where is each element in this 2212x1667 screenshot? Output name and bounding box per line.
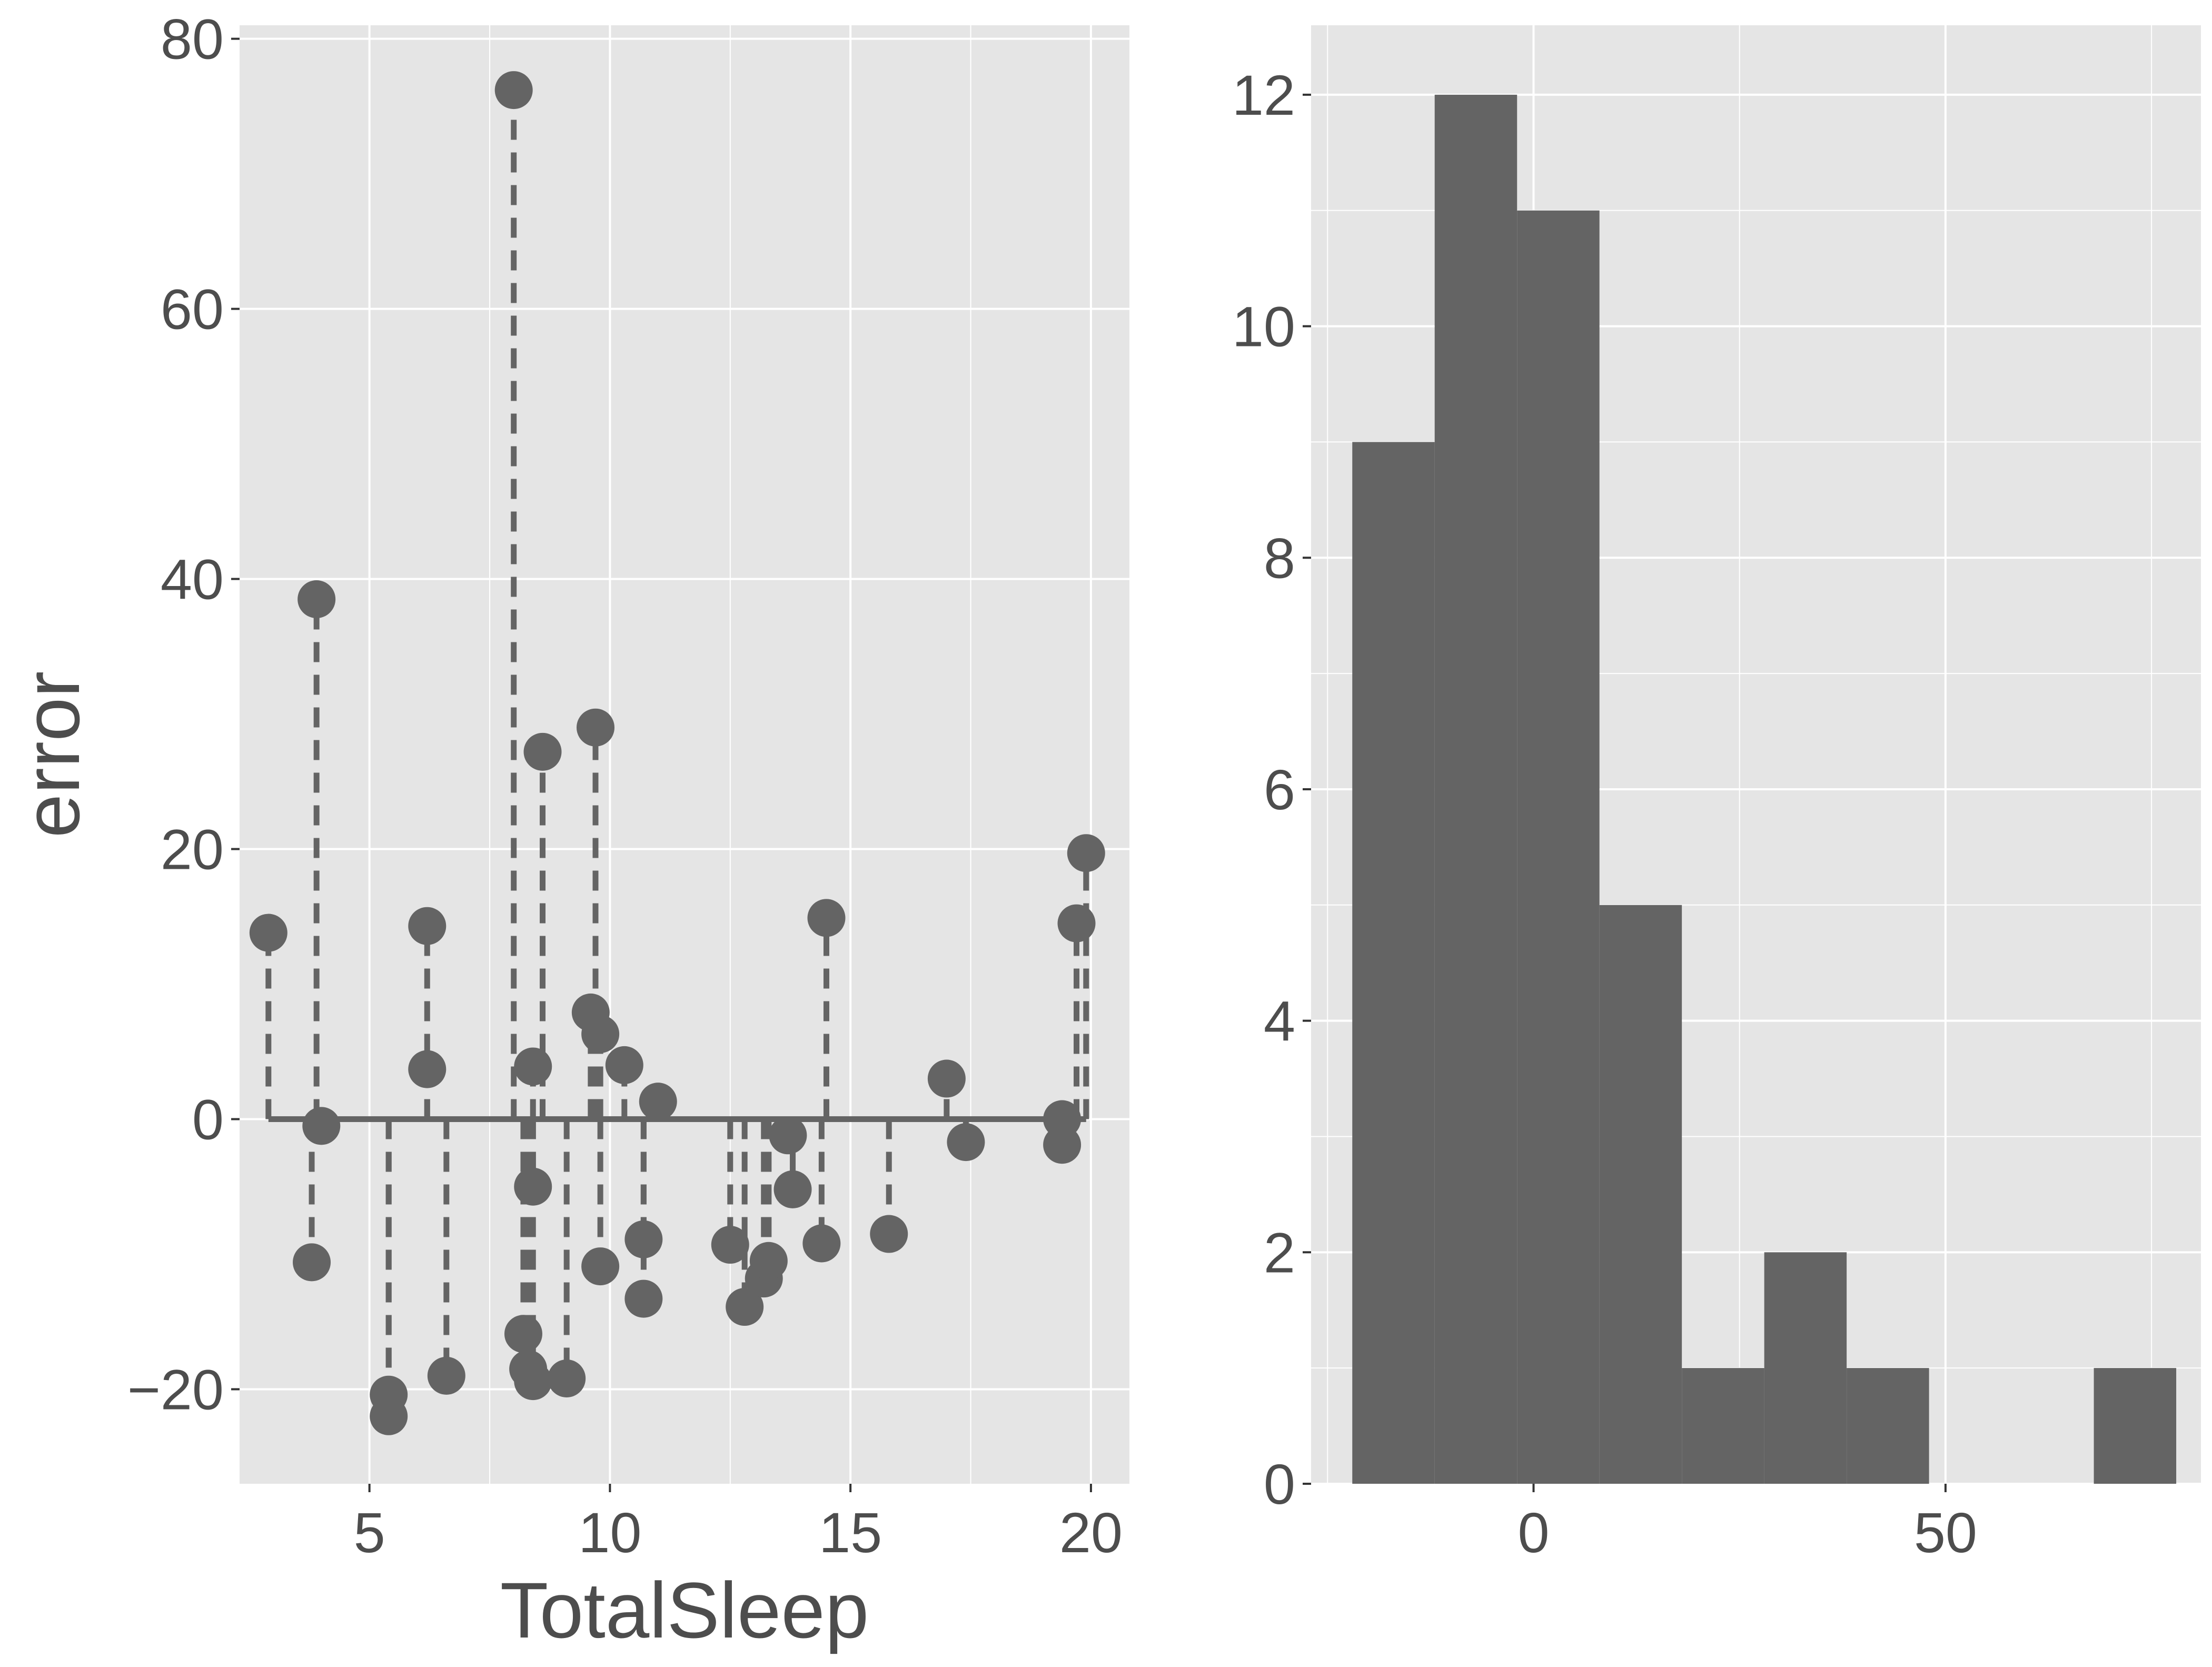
residual-point [726, 1288, 764, 1326]
residual-point [408, 907, 447, 945]
right-data-marks [1352, 94, 2177, 1484]
x-tick-label: 15 [819, 1501, 882, 1564]
residual-point [773, 1170, 812, 1208]
residual-point [548, 1359, 586, 1397]
y-tick-label: 0 [192, 1088, 224, 1152]
left-gridlines [240, 25, 1129, 1484]
right-axis-ticks: 0 50 0 2 4 6 8 10 12 [1232, 63, 1977, 1564]
residual-point [802, 1224, 841, 1263]
histogram-bar [2094, 1368, 2177, 1484]
histogram-bar [1352, 442, 1435, 1484]
residual-point [927, 1059, 966, 1098]
y-tick-label: −20 [127, 1357, 224, 1421]
histogram-bar [1847, 1368, 1929, 1484]
y-axis-title-left: error [7, 671, 96, 838]
residual-point [427, 1356, 465, 1395]
residual-point [523, 732, 562, 771]
residual-point [293, 1243, 331, 1282]
residual-point [624, 1220, 663, 1258]
y-tick-label: 60 [161, 277, 224, 341]
y-tick-label: 40 [161, 548, 224, 611]
histogram-bar [1517, 210, 1600, 1484]
residual-point [807, 899, 846, 937]
histogram-bar [1682, 1368, 1764, 1484]
histogram-bar [1434, 94, 1517, 1484]
residual-point [1057, 904, 1096, 942]
x-tick-label: 20 [1059, 1501, 1123, 1564]
histogram-bar [1599, 905, 1682, 1484]
y-tick-label: 6 [1264, 758, 1295, 821]
histogram-bar [1764, 1252, 1847, 1484]
residual-point [870, 1215, 908, 1253]
residual-point [408, 1050, 447, 1088]
residual-point [581, 1015, 620, 1053]
residual-point [581, 1247, 620, 1286]
residual-point [1043, 1126, 1082, 1164]
residual-point [302, 1107, 341, 1145]
x-tick-label: 0 [1517, 1501, 1549, 1564]
residual-point [769, 1116, 807, 1155]
residual-point [749, 1242, 788, 1280]
y-tick-label: 4 [1264, 989, 1295, 1053]
x-tick-label: 50 [1914, 1501, 1977, 1564]
residual-point [605, 1046, 643, 1084]
left-plot-panel [240, 25, 1129, 1484]
y-tick-label: 8 [1264, 526, 1295, 590]
residual-point [639, 1083, 677, 1121]
y-tick-label: 12 [1232, 63, 1295, 127]
residual-point [1067, 834, 1105, 872]
residual-point [249, 914, 287, 952]
x-axis-title-left: TotalSleep [500, 1566, 869, 1654]
residual-point [947, 1123, 985, 1162]
residual-point [624, 1279, 663, 1318]
y-tick-label: 0 [1264, 1452, 1295, 1516]
error-histogram: 0 50 0 2 4 6 8 10 12 [1232, 25, 2201, 1564]
residual-point [370, 1397, 408, 1435]
left-axis-ticks: 5 10 15 20 −20 0 20 40 60 80 [127, 7, 1123, 1564]
residual-point [504, 1315, 542, 1353]
y-tick-label: 80 [161, 7, 224, 71]
left-data-marks [249, 71, 1105, 1435]
residual-point [514, 1362, 552, 1401]
residual-point [494, 71, 533, 110]
y-tick-label: 20 [161, 818, 224, 881]
residual-stem-chart: 5 10 15 20 −20 0 20 40 60 80 TotalSleep error [7, 7, 1129, 1654]
residual-point [711, 1226, 749, 1264]
y-tick-label: 2 [1264, 1221, 1295, 1284]
residual-point [577, 708, 614, 747]
residual-point [514, 1167, 552, 1206]
x-tick-label: 5 [354, 1501, 385, 1564]
y-tick-label: 10 [1232, 295, 1295, 359]
residual-point [514, 1047, 552, 1086]
residual-point [297, 580, 336, 619]
x-tick-label: 10 [578, 1501, 641, 1564]
